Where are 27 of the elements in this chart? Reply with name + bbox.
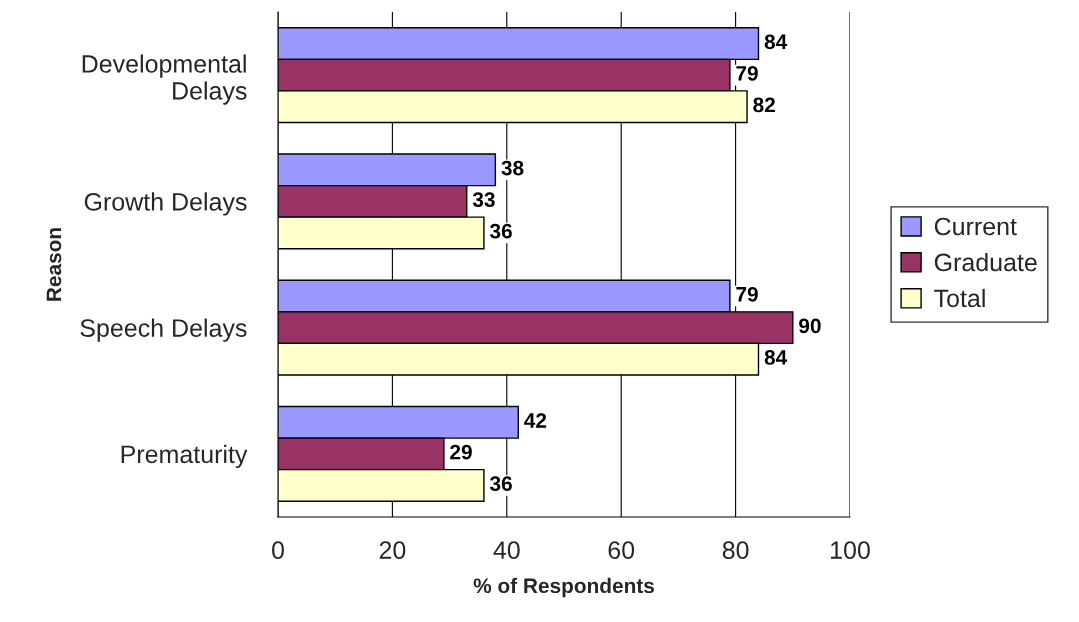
x-tick-label: 80 [722,541,749,559]
data-label: 84 [764,350,788,365]
data-label: 79 [736,286,758,302]
y-tick-label: Developmental Delays [82,54,247,105]
data-label: 82 [753,97,775,113]
y-tick-label: Prematurity [121,444,248,469]
legend-label: Graduate [934,252,1037,272]
x-tick-label: 40 [493,541,520,559]
data-label: 42 [524,413,547,428]
data-label: 90 [799,318,821,334]
data-label: 84 [764,34,788,50]
y-tick-label: Growth Delays [84,192,247,216]
y-tick-label: Speech Delays [80,318,247,342]
x-axis-title: % of Respondents [473,577,655,598]
y-axis-title: Reason [46,228,62,301]
x-tick-label: 60 [608,541,635,559]
data-label: 33 [472,192,495,207]
x-tick-label: 0 [272,541,284,559]
data-label: 79 [736,65,758,81]
x-tick-label: 20 [379,541,406,559]
legend-label: Total [934,288,985,308]
data-label: 36 [489,223,512,239]
x-tick-label: 100 [831,541,870,559]
data-label: 38 [501,160,524,176]
legend-label: Current [934,217,1017,236]
data-label: 29 [450,444,472,460]
data-label: 36 [489,476,512,492]
